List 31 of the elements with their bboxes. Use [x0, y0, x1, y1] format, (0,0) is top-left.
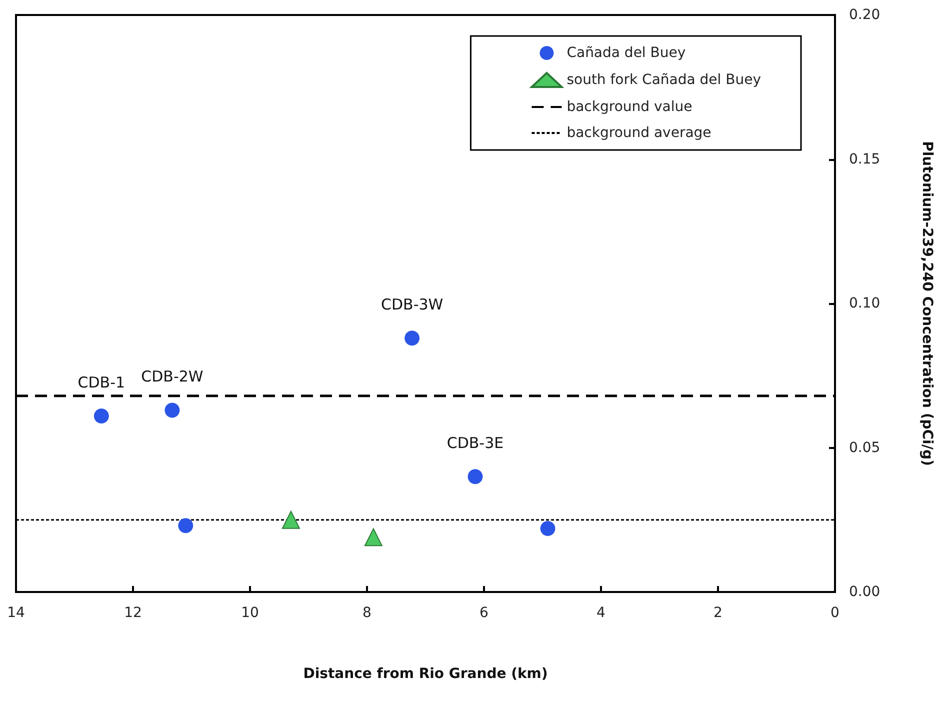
- annotation: CDB-3W: [380, 296, 444, 314]
- legend-label: background average: [566, 125, 712, 141]
- x-tick-label: 12: [124, 605, 142, 621]
- point: [164, 402, 180, 418]
- point: [404, 330, 420, 346]
- point: [540, 521, 556, 536]
- legend-label: south fork Cañada del Buey: [566, 72, 762, 88]
- annotation: CDB-1: [78, 374, 126, 392]
- y-tick-label: 0.05: [849, 440, 880, 456]
- legend-label: Cañada del Buey: [566, 45, 686, 61]
- y-tick-label: 0.15: [849, 151, 880, 168]
- point: [94, 408, 109, 424]
- x-tick-label: 14: [7, 605, 25, 621]
- y-tick-label: 0.10: [849, 296, 880, 312]
- x-tick-label: 4: [596, 605, 606, 621]
- y-tick-label: 0.00: [849, 584, 880, 600]
- y-tick-label: 0.20: [849, 7, 880, 23]
- x-tick-label: 10: [241, 605, 259, 621]
- point: [468, 469, 483, 484]
- y-axis-title: Plutonium-239,240 Concentration (pCi/g): [919, 141, 935, 466]
- point: [178, 518, 194, 534]
- x-tick-label: 2: [714, 605, 722, 621]
- x-tick-label: 0: [830, 605, 840, 621]
- x-tick-label: 8: [362, 605, 372, 621]
- annotation: CDB-2W: [141, 368, 204, 386]
- legend-label: background value: [566, 99, 692, 115]
- point: [364, 528, 382, 546]
- point: [282, 510, 300, 529]
- annotation: CDB-3E: [446, 434, 504, 452]
- x-axis-title: Distance from Rio Grande (km): [303, 666, 548, 682]
- x-tick-label: 6: [480, 605, 489, 621]
